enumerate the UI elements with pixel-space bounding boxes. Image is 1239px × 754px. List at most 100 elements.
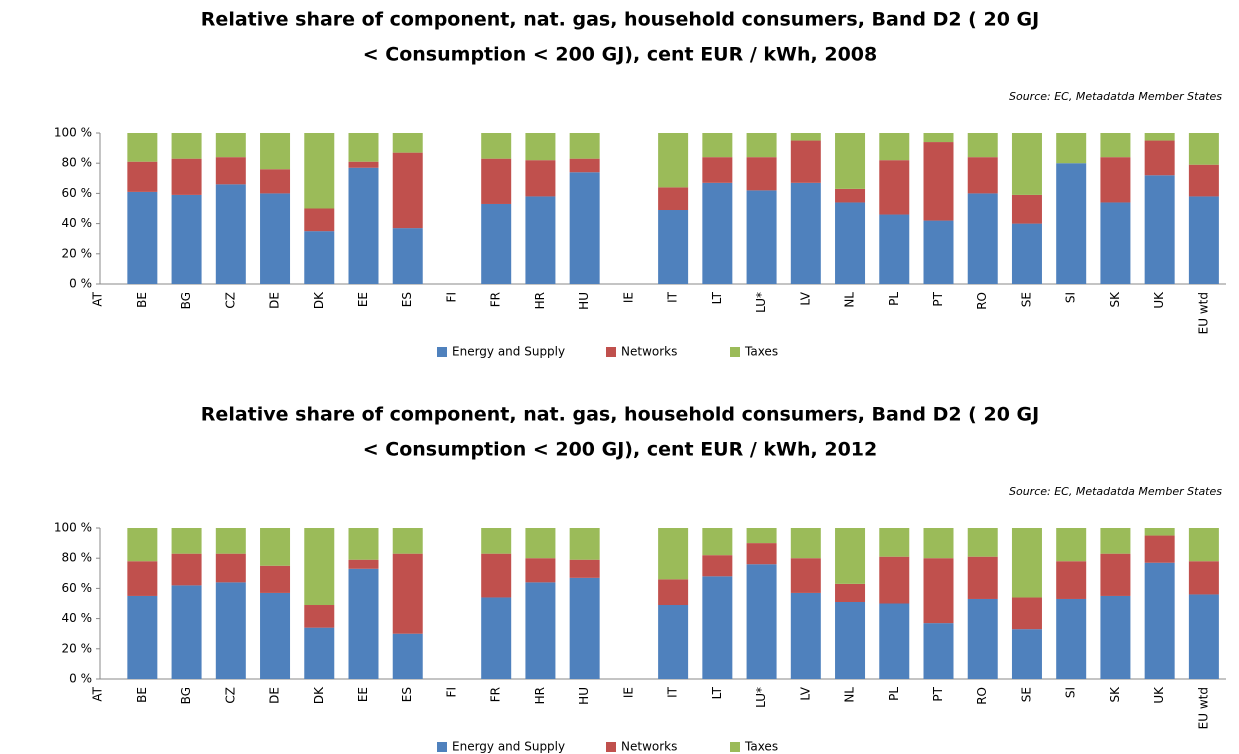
bar-segment	[481, 528, 512, 554]
x-tick-label: LT	[710, 291, 724, 304]
bar-segment	[702, 528, 733, 556]
bar-segment	[835, 202, 866, 284]
x-tick-label: PT	[931, 686, 945, 701]
x-tick-label: SK	[1108, 686, 1122, 703]
y-tick-label: 80 %	[62, 551, 93, 565]
bar-segment	[790, 528, 821, 559]
bar-segment	[1011, 194, 1042, 224]
bar-segment	[1188, 164, 1219, 197]
bar-segment	[481, 203, 512, 284]
bar-segment	[569, 133, 600, 159]
x-tick-label: IE	[621, 292, 635, 303]
bar-segment	[348, 568, 379, 679]
y-tick-label: 20 %	[62, 641, 93, 655]
bar-segment	[1056, 561, 1087, 599]
bar-segment	[127, 528, 158, 562]
bar-segment	[1100, 157, 1131, 203]
bar-segment	[746, 190, 777, 284]
bar-segment	[525, 196, 556, 284]
y-tick-label: 100 %	[54, 126, 92, 140]
source-note: Source: EC, Metadatda Member States	[1009, 485, 1222, 498]
x-tick-label: PL	[887, 687, 901, 701]
x-tick-label: EE	[356, 292, 370, 307]
bar-segment	[1056, 133, 1087, 164]
bar-segment	[923, 558, 954, 624]
legend-swatch	[437, 742, 447, 752]
bar-segment	[215, 553, 246, 583]
bar-segment	[525, 528, 556, 559]
bar-segment	[1188, 133, 1219, 165]
source-note: Source: EC, Metadatda Member States	[1009, 90, 1222, 103]
bar-segment	[702, 157, 733, 183]
bar-segment	[967, 157, 998, 194]
bar-segment	[967, 193, 998, 284]
x-tick-label: BG	[179, 687, 193, 704]
bar-segment	[923, 623, 954, 679]
bar-segment	[879, 133, 910, 161]
x-tick-label: IE	[621, 687, 635, 698]
legend-label: Networks	[621, 345, 677, 359]
bar-segment	[658, 133, 689, 188]
bar-segment	[702, 555, 733, 577]
bar-segment	[260, 592, 291, 679]
bar-segment	[1056, 528, 1087, 562]
x-tick-label: AT	[91, 686, 105, 701]
x-tick-label: BG	[179, 292, 193, 309]
bar-segment	[835, 188, 866, 203]
bar-segment	[1144, 535, 1175, 563]
x-tick-label: HR	[533, 687, 547, 704]
bar-segment	[304, 231, 335, 284]
bar-segment	[569, 577, 600, 679]
bar-segment	[923, 528, 954, 559]
bar-segment	[879, 603, 910, 679]
legend-swatch	[606, 742, 616, 752]
x-tick-label: DE	[268, 292, 282, 309]
bar-segment	[879, 160, 910, 215]
y-tick-label: 80 %	[62, 156, 93, 170]
bar-segment	[835, 133, 866, 189]
x-tick-label: SI	[1064, 687, 1078, 698]
bar-segment	[215, 184, 246, 284]
legend-swatch	[437, 347, 447, 357]
bar-segment	[171, 194, 202, 284]
bar-segment	[392, 133, 423, 153]
bar-segment	[967, 133, 998, 158]
x-tick-label: RO	[975, 292, 989, 310]
x-tick-label: PT	[931, 291, 945, 306]
bar-segment	[658, 528, 689, 580]
x-tick-label: PL	[887, 292, 901, 306]
bar-segment	[1144, 140, 1175, 176]
bar-segment	[1188, 528, 1219, 562]
bar-segment	[1011, 528, 1042, 598]
x-tick-label: SK	[1108, 291, 1122, 308]
legend-label: Taxes	[744, 740, 778, 754]
bar-segment	[835, 583, 866, 602]
bar-segment	[658, 605, 689, 679]
chart-title: Relative share of component, nat. gas, h…	[201, 404, 1039, 426]
bar-segment	[1011, 133, 1042, 195]
bar-segment	[1144, 562, 1175, 679]
bar-segment	[1144, 133, 1175, 141]
x-tick-label: LT	[710, 686, 724, 699]
bar-segment	[1144, 175, 1175, 284]
y-tick-label: 60 %	[62, 186, 93, 200]
x-tick-label: EU wtd	[1196, 687, 1210, 729]
x-tick-label: LV	[798, 686, 812, 700]
legend-label: Networks	[621, 740, 677, 754]
x-tick-label: IT	[666, 686, 680, 698]
x-tick-label: IT	[666, 291, 680, 303]
bar-segment	[1188, 561, 1219, 595]
y-tick-label: 40 %	[62, 216, 93, 230]
bar-segment	[127, 133, 158, 162]
x-tick-label: HR	[533, 292, 547, 309]
bar-segment	[525, 558, 556, 583]
x-tick-label: LU*	[754, 292, 768, 313]
x-tick-label: EU wtd	[1196, 292, 1210, 334]
bar-segment	[392, 633, 423, 679]
bar-segment	[215, 528, 246, 554]
legend-swatch	[730, 742, 740, 752]
bar-segment	[1188, 196, 1219, 284]
bar-segment	[260, 169, 291, 194]
bar-segment	[835, 601, 866, 679]
